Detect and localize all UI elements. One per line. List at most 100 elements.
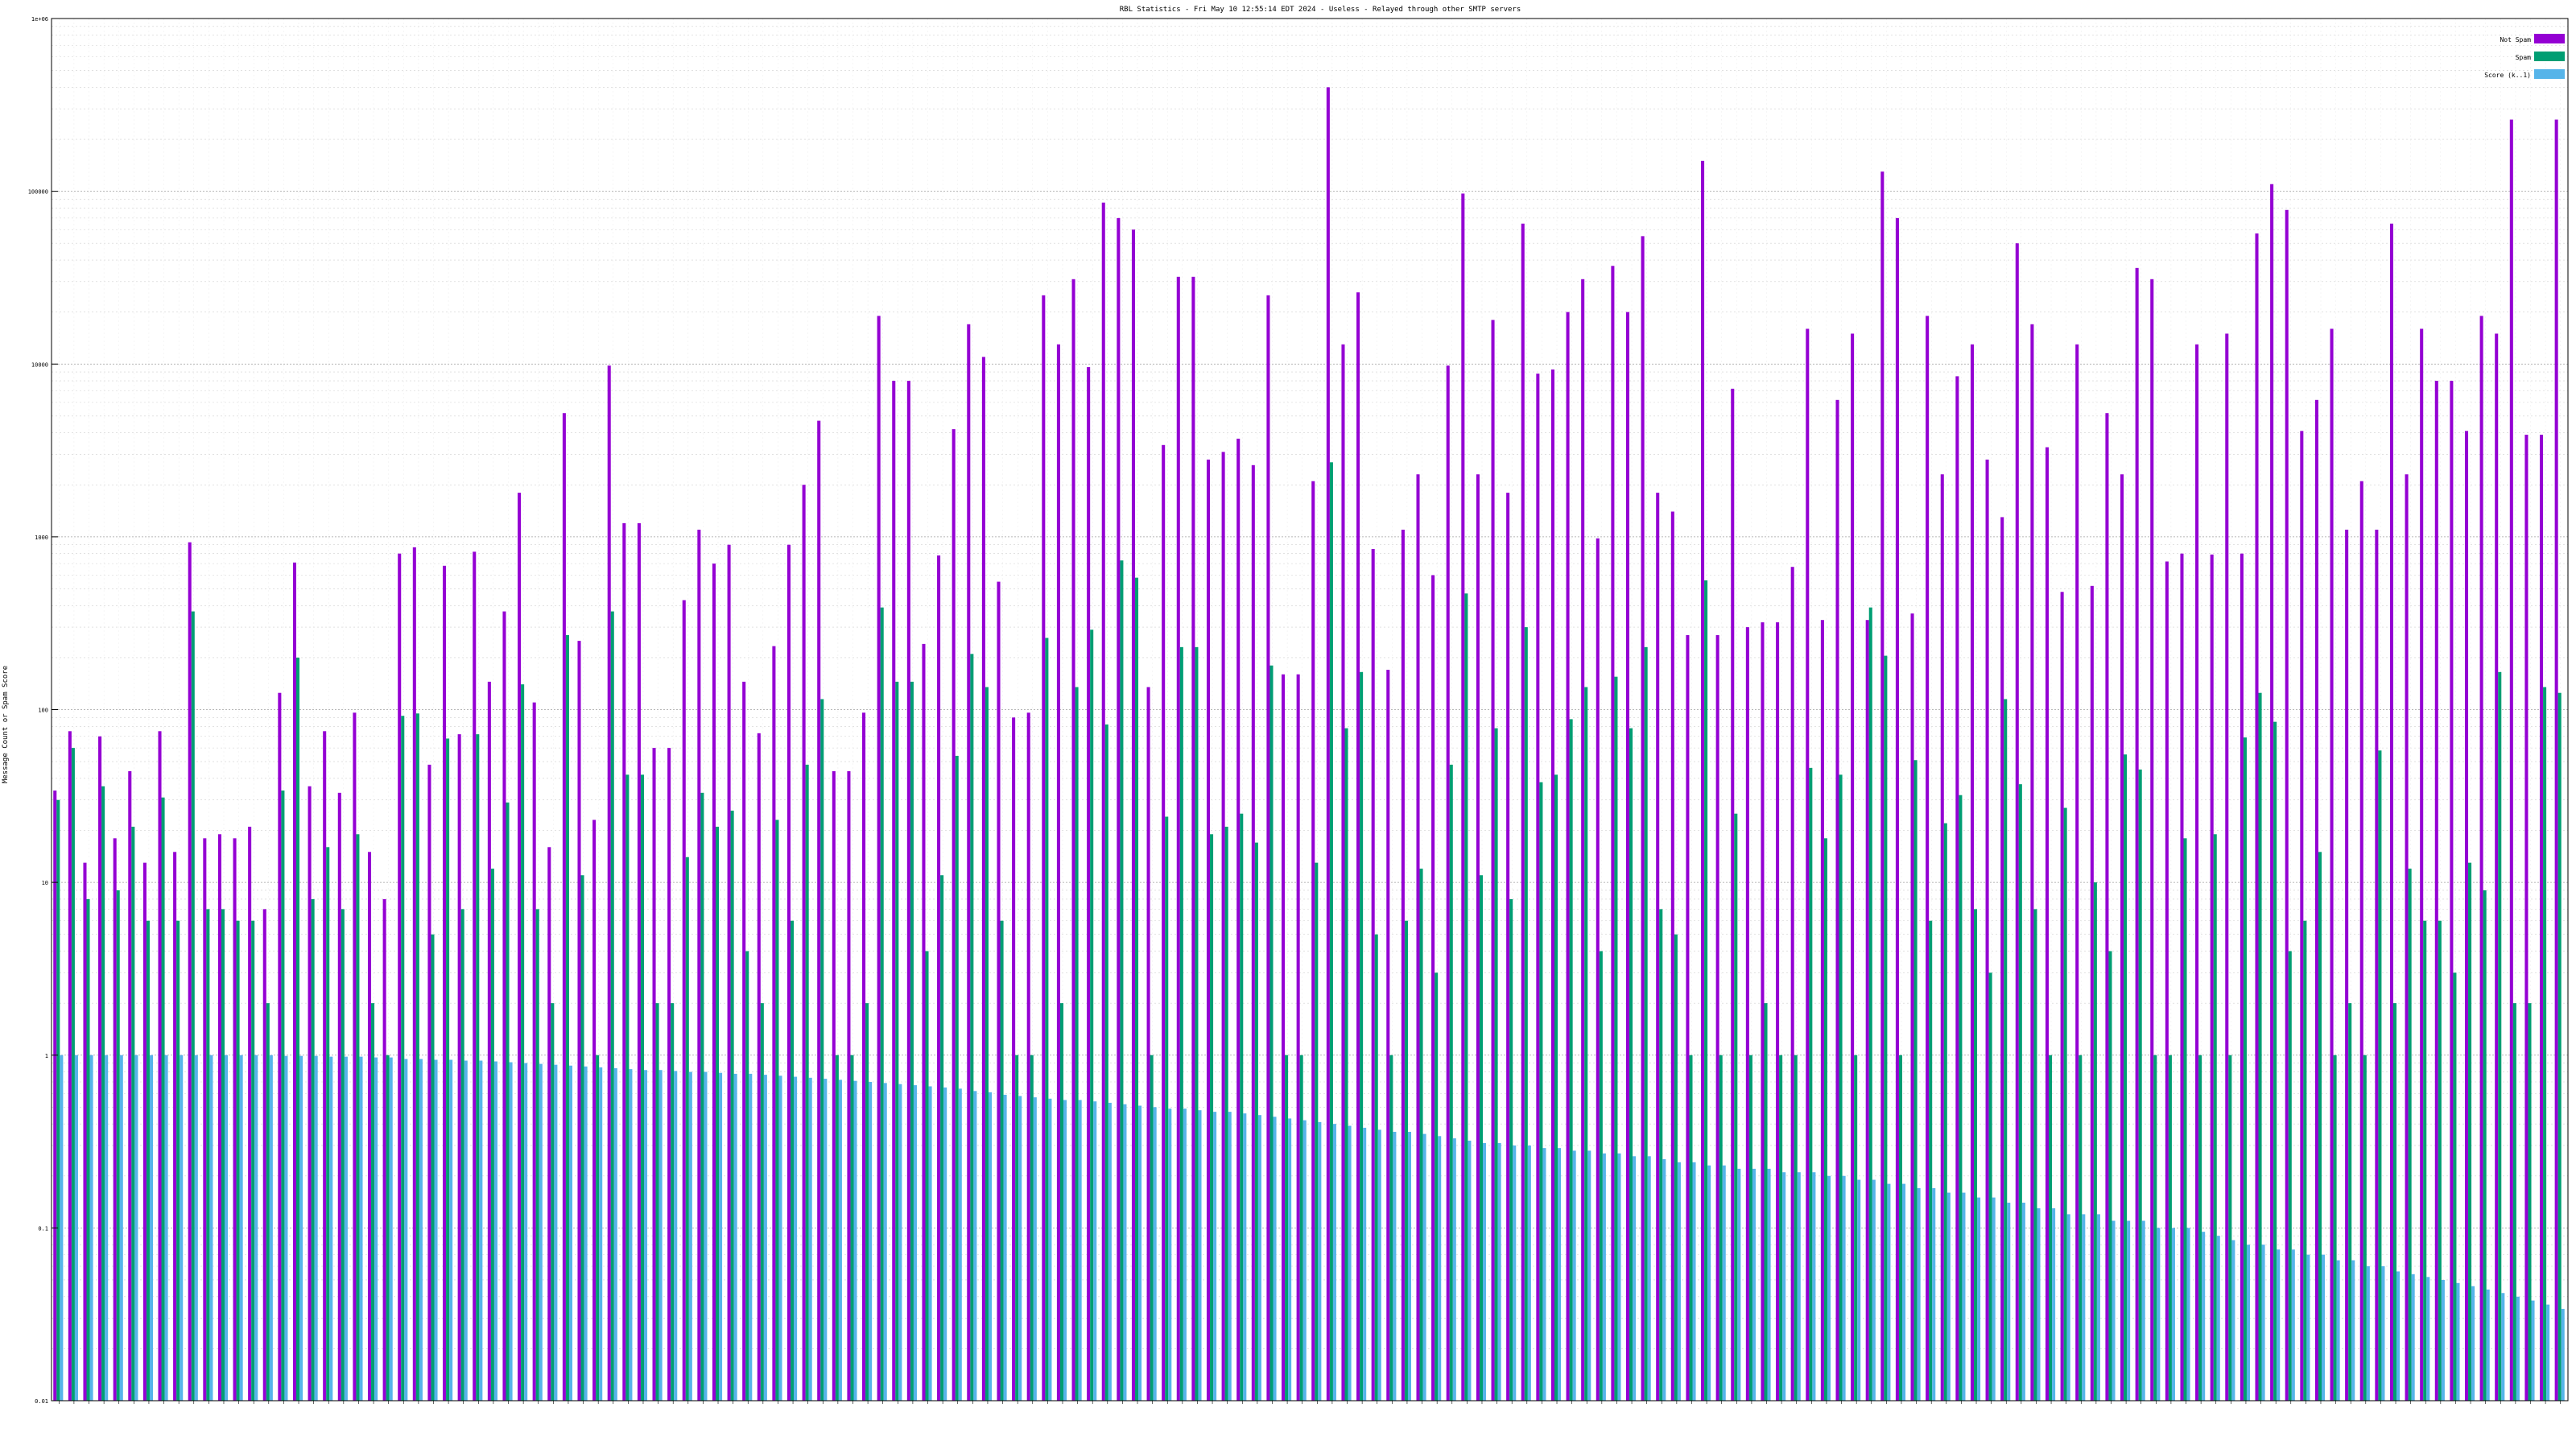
- bar-not-spam: [2015, 243, 2019, 1402]
- bar-not-spam: [2030, 324, 2034, 1401]
- bar-spam: [2333, 1055, 2337, 1401]
- legend: Not Spam Spam Score (k..1): [2484, 34, 2565, 79]
- bar-spam: [2378, 750, 2382, 1401]
- bar-spam: [910, 681, 914, 1401]
- bar-spam: [2273, 721, 2277, 1401]
- bar-score-k-1-: [568, 1065, 573, 1401]
- bar-score-k-1-: [2456, 1282, 2460, 1401]
- bar-spam: [940, 875, 944, 1401]
- bar-not-spam: [1251, 464, 1255, 1402]
- bar-spam: [2093, 882, 2097, 1401]
- bar-not-spam: [473, 551, 477, 1401]
- bar-not-spam: [278, 692, 282, 1401]
- bar-score-k-1-: [1377, 1129, 1381, 1401]
- bar-not-spam: [906, 381, 910, 1401]
- bar-score-k-1-: [1513, 1145, 1517, 1401]
- bar-not-spam: [1401, 529, 1405, 1401]
- bar-spam: [161, 797, 165, 1401]
- bar-not-spam: [262, 909, 266, 1401]
- bar-not-spam: [2524, 435, 2529, 1401]
- bar-score-k-1-: [2202, 1232, 2206, 1401]
- bar-spam: [490, 869, 494, 1401]
- bar-spam: [2543, 687, 2547, 1401]
- bar-score-k-1-: [2052, 1208, 2056, 1401]
- bar-not-spam: [83, 862, 87, 1401]
- bar-score-k-1-: [1078, 1100, 1082, 1401]
- bar-score-k-1-: [1138, 1105, 1142, 1401]
- bar-spam: [1794, 1055, 1798, 1401]
- bar-spam: [1748, 1055, 1752, 1401]
- bar-series: [53, 87, 2565, 1402]
- bar-spam: [1240, 813, 1244, 1401]
- bar-not-spam: [2075, 344, 2079, 1401]
- bar-score-k-1-: [449, 1059, 453, 1401]
- y-tick-label: 1: [45, 1053, 48, 1059]
- bar-not-spam: [1431, 575, 1435, 1401]
- bar-not-spam: [1117, 217, 1121, 1401]
- bar-not-spam: [2479, 316, 2483, 1402]
- y-tick-label: 0.1: [38, 1225, 48, 1232]
- bar-not-spam: [1970, 344, 1974, 1401]
- bar-spam: [596, 1055, 600, 1401]
- bar-score-k-1-: [2306, 1254, 2310, 1401]
- bar-score-k-1-: [329, 1056, 333, 1401]
- bar-score-k-1-: [374, 1057, 378, 1401]
- bar-spam: [2258, 692, 2262, 1401]
- bar-score-k-1-: [1452, 1138, 1456, 1401]
- bar-spam: [715, 826, 720, 1401]
- bar-not-spam: [248, 826, 252, 1401]
- bar-score-k-1-: [209, 1055, 213, 1401]
- bar-not-spam: [2060, 592, 2064, 1401]
- bar-not-spam: [337, 792, 341, 1401]
- bar-not-spam: [2420, 328, 2424, 1402]
- bar-spam: [1150, 1055, 1154, 1401]
- bar-not-spam: [712, 564, 716, 1401]
- bar-spam: [1329, 462, 1333, 1401]
- bar-spam: [431, 934, 435, 1401]
- bar-score-k-1-: [943, 1087, 947, 1401]
- bar-spam: [2198, 1055, 2202, 1401]
- bar-not-spam: [382, 898, 386, 1401]
- bar-spam: [1554, 774, 1558, 1401]
- bar-spam: [401, 716, 405, 1401]
- bar-not-spam: [68, 731, 72, 1401]
- bar-not-spam: [2405, 474, 2409, 1401]
- bar-spam: [1120, 560, 1124, 1401]
- bar-score-k-1-: [1558, 1148, 1562, 1401]
- bar-spam: [2138, 769, 2142, 1401]
- bar-spam: [2303, 920, 2307, 1401]
- bar-score-k-1-: [928, 1086, 932, 1401]
- bar-score-k-1-: [1318, 1121, 1322, 1401]
- bar-not-spam: [682, 600, 686, 1401]
- bar-not-spam: [2240, 553, 2244, 1401]
- bar-spam: [2049, 1055, 2053, 1401]
- bar-not-spam: [1296, 674, 1300, 1401]
- bar-spam: [1059, 1003, 1064, 1401]
- bar-score-k-1-: [1003, 1094, 1007, 1401]
- bar-not-spam: [1101, 202, 1105, 1402]
- bar-not-spam: [652, 748, 656, 1401]
- bar-spam: [1285, 1055, 1289, 1401]
- bar-spam: [685, 857, 689, 1401]
- bar-score-k-1-: [749, 1073, 753, 1401]
- bar-spam: [2468, 862, 2472, 1401]
- bar-not-spam: [1955, 376, 1959, 1402]
- bar-score-k-1-: [2021, 1203, 2025, 1401]
- bar-not-spam: [1910, 613, 1914, 1401]
- bar-score-k-1-: [1273, 1117, 1277, 1401]
- bar-score-k-1-: [2141, 1220, 2145, 1401]
- bar-score-k-1-: [1063, 1100, 1067, 1401]
- bar-spam: [1943, 823, 1947, 1401]
- bar-score-k-1-: [2546, 1304, 2550, 1401]
- bar-score-k-1-: [1228, 1112, 1232, 1401]
- bar-not-spam: [922, 643, 926, 1401]
- bar-score-k-1-: [2157, 1228, 2161, 1401]
- bar-not-spam: [1012, 717, 1016, 1401]
- bar-spam: [506, 802, 510, 1401]
- bar-not-spam: [1521, 223, 1525, 1402]
- bar-score-k-1-: [389, 1057, 393, 1401]
- bar-spam: [2363, 1055, 2367, 1401]
- bar-spam: [1524, 627, 1528, 1401]
- bar-spam: [131, 826, 135, 1401]
- bar-spam: [1030, 1055, 1034, 1401]
